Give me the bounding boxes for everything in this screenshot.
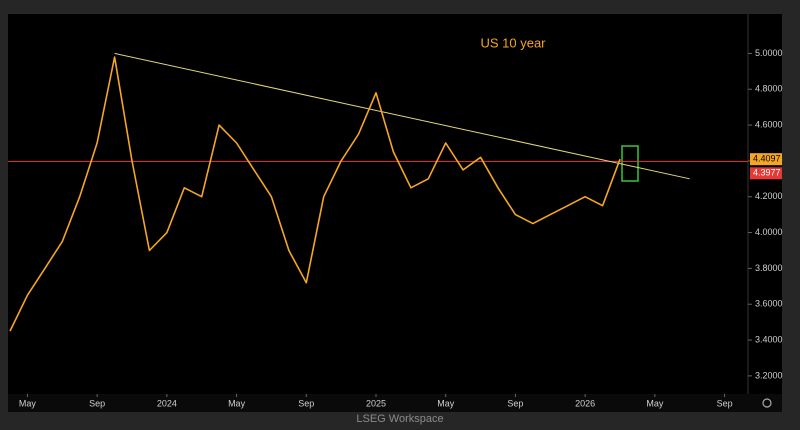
y-tick-label: 4.6000 [755, 119, 783, 129]
y-tick-label: 4.2000 [755, 191, 783, 201]
y-tick-label: 5.0000 [755, 48, 783, 58]
x-tick-label: May [646, 398, 664, 408]
x-tick-label: Sep [298, 398, 314, 408]
y-tick-label: 3.8000 [755, 263, 783, 273]
footer: LSEG Workspace [356, 413, 443, 425]
trendline [114, 52, 690, 180]
last-value-badge [750, 153, 782, 166]
reference-label: 4.3977 [753, 168, 781, 178]
x-tick-label: 2024 [157, 398, 177, 408]
x-tick-label: Sep [507, 398, 523, 408]
y-tick-label: 3.4000 [755, 334, 783, 344]
chart-title: US 10 year [480, 35, 546, 50]
x-tick-label: May [228, 398, 246, 408]
x-tick-label: May [19, 398, 37, 408]
y-tick-label: 3.6000 [755, 299, 783, 309]
x-tick-label: May [437, 398, 455, 408]
price-line [9, 56, 621, 332]
x-tick-label: 2026 [575, 398, 595, 408]
x-tick-label: Sep [89, 398, 105, 408]
x-axis-band [8, 394, 782, 412]
last-value-label: 4.4097 [753, 154, 781, 164]
x-tick-label: 2025 [366, 398, 386, 408]
y-tick-label: 4.0000 [755, 227, 783, 237]
y-tick-label: 4.8000 [755, 84, 783, 94]
x-tick-label: Sep [717, 398, 733, 408]
settings-icon[interactable] [762, 398, 772, 408]
y-tick-label: 3.2000 [755, 370, 783, 380]
reference-badge [750, 167, 782, 180]
highlight-box [621, 145, 639, 182]
plot-background [8, 14, 782, 394]
